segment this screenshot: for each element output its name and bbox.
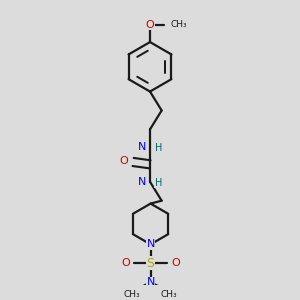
Text: O: O bbox=[121, 258, 130, 268]
Text: N: N bbox=[138, 177, 146, 187]
Text: N: N bbox=[146, 277, 155, 287]
Text: O: O bbox=[120, 156, 128, 167]
Text: O: O bbox=[146, 20, 154, 30]
Text: CH₃: CH₃ bbox=[124, 290, 141, 299]
Text: S: S bbox=[147, 257, 154, 270]
Text: CH₃: CH₃ bbox=[160, 290, 177, 299]
Text: CH₃: CH₃ bbox=[170, 20, 187, 29]
Text: O: O bbox=[172, 258, 180, 268]
Text: N: N bbox=[146, 239, 155, 249]
Text: H: H bbox=[155, 143, 162, 153]
Text: N: N bbox=[138, 142, 146, 152]
Text: H: H bbox=[155, 178, 162, 188]
